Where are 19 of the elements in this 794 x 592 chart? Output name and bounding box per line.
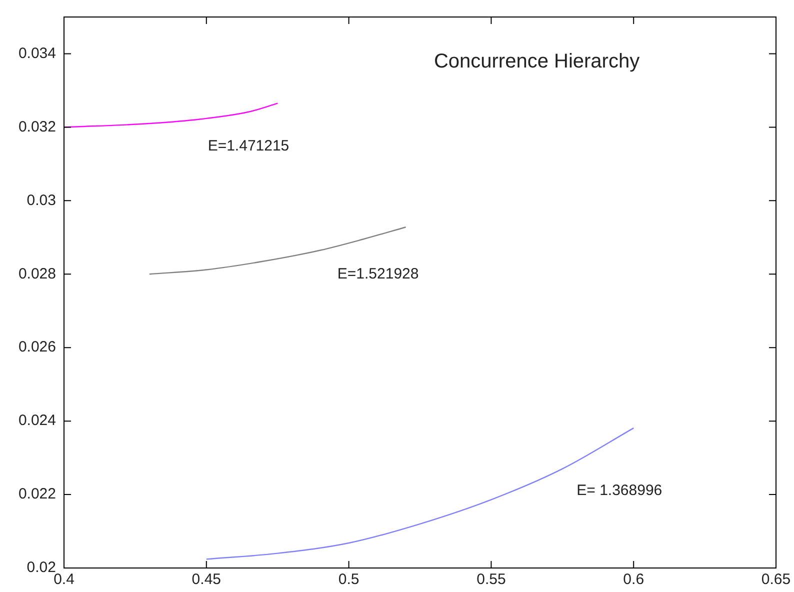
x-tick-label: 0.4	[54, 571, 74, 588]
annotation: E=1.521928	[337, 265, 419, 282]
x-tick-label: 0.65	[761, 571, 791, 588]
line-series	[64, 102, 278, 128]
text: Concurrence Hierarchy	[434, 50, 640, 73]
annotation: E= 1.368996	[576, 482, 662, 499]
y-tick-label: 0.034	[18, 44, 56, 62]
x-tick-label: 0.5	[338, 571, 360, 588]
annotation: E=1.471215	[208, 138, 290, 155]
y-tick-label: 0.026	[18, 338, 56, 356]
y-tick-label: 0.03	[26, 192, 56, 209]
x-tick-label: 0.6	[623, 571, 644, 588]
x-tick-label: 0.55	[476, 571, 506, 588]
x-tick-label: 0.45	[192, 571, 221, 588]
y-tick-label: 0.02	[26, 559, 56, 576]
y-tick-label: 0.032	[18, 118, 56, 136]
y-tick-label: 0.022	[18, 486, 56, 503]
y-tick-label: 0.024	[18, 412, 56, 430]
y-tick-label: 0.028	[18, 265, 56, 282]
